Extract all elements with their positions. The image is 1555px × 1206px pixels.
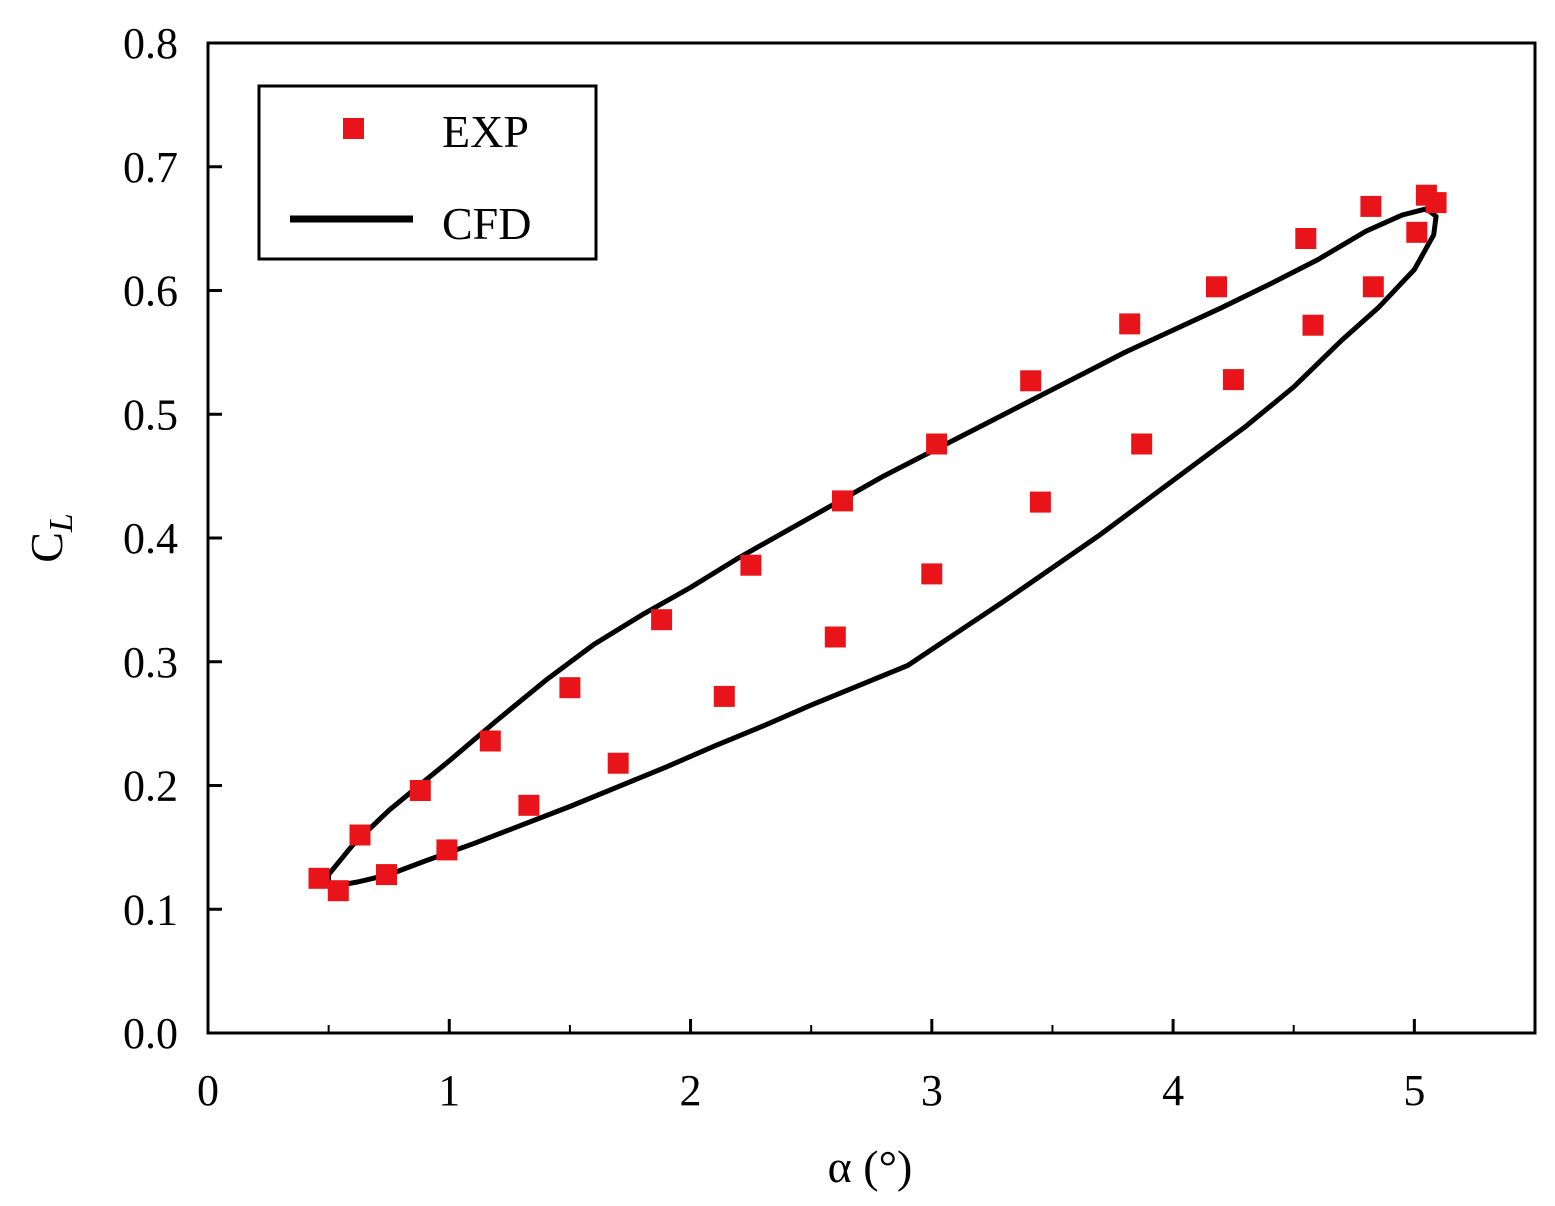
exp-point [1206,276,1227,298]
x-axis-title: α (°) [828,1141,913,1192]
exp-point [651,609,673,631]
exp-point [327,880,349,902]
y-tick-label: 0.3 [123,638,178,687]
y-tick-label: 0.2 [123,762,178,811]
exp-point [1119,313,1141,335]
exp-point [1295,228,1317,249]
exp-point [1222,369,1244,391]
legend-box [257,84,598,261]
x-tick-label: 2 [680,1066,702,1115]
legend: EXP CFD [257,84,598,261]
y-tick-label: 0.4 [123,514,178,563]
legend-exp-label: EXP [442,106,529,157]
exp-point [308,867,330,889]
exp-point [1360,195,1382,217]
legend-exp-marker [343,118,364,139]
legend-cfd-label: CFD [442,198,531,249]
exp-point [436,839,458,861]
exp-point [1302,314,1324,336]
exp-point [740,554,762,576]
x-tick-label: 5 [1403,1066,1425,1115]
y-tick-label: 0.0 [123,1009,178,1058]
exp-point [1406,221,1428,243]
exp-point [607,752,629,774]
x-tick-label: 3 [921,1066,943,1115]
y-tick-label: 0.6 [123,267,178,316]
exp-point [376,864,397,886]
x-tick-label: 4 [1162,1066,1184,1115]
exp-point [1020,370,1042,392]
exp-point [832,490,853,512]
x-tick-label: 1 [438,1066,460,1115]
exp-point [559,677,581,699]
exp-point [479,730,501,752]
exp-point [921,563,943,585]
exp-point [409,780,431,801]
x-tick-label: 0 [197,1066,219,1115]
exp-point [1362,276,1384,298]
exp-point [1425,192,1447,214]
exp-point [926,433,948,455]
y-axis-title-subscript: L [43,513,80,533]
exp-point [713,685,735,707]
exp-point [349,824,371,846]
y-axis-title: CL [21,513,80,563]
exp-point [1131,433,1153,455]
y-tick-label: 0.5 [123,390,178,439]
exp-point [824,626,846,648]
axis-ticks: 0 1 2 3 4 5 0.0 0.1 0.2 0.3 0.4 0.5 0.6 0.7 0.8 [123,19,1425,1115]
y-tick-label: 0.8 [123,19,178,68]
y-tick-label: 0.7 [123,143,178,192]
cfd-curve [326,206,1439,889]
exp-point [1029,491,1051,513]
y-tick-label: 0.1 [123,885,178,934]
series-layer [308,184,1447,902]
exp-point [518,794,540,816]
y-axis-title-main: C [21,532,72,563]
